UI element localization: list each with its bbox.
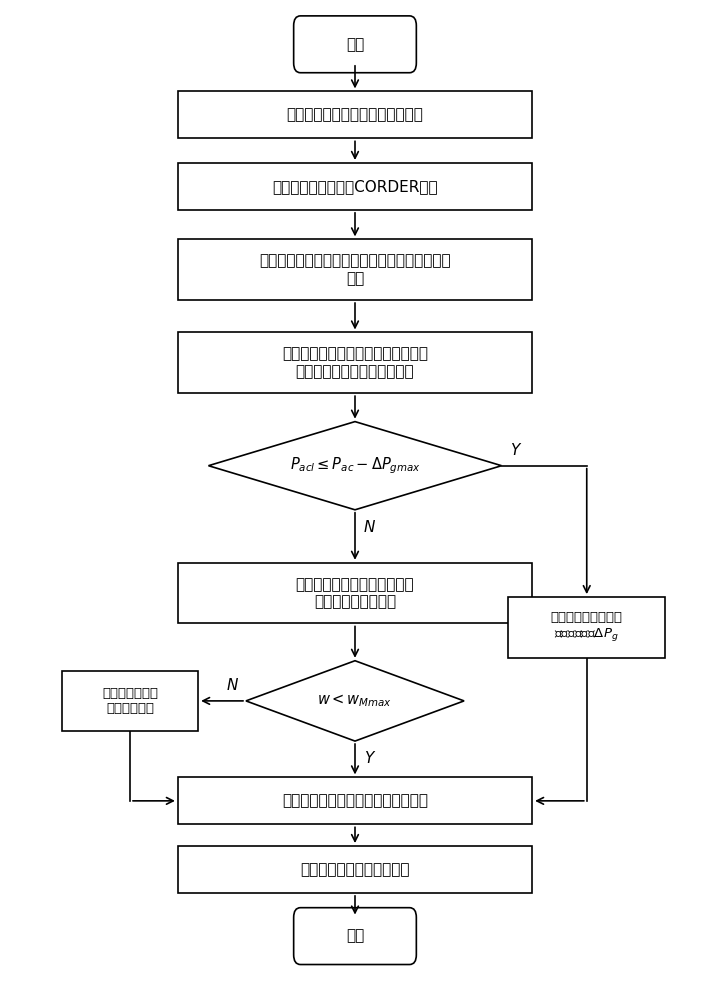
Text: 调节逆变侧电流指令CORDER大小: 调节逆变侧电流指令CORDER大小: [272, 179, 438, 194]
Bar: [178, 239, 532, 300]
Text: Y: Y: [510, 443, 519, 458]
Bar: [178, 846, 532, 893]
Text: Y: Y: [364, 751, 373, 766]
Text: 减小交流传输系统过载危害: 减小交流传输系统过载危害: [300, 862, 410, 877]
FancyBboxPatch shape: [294, 16, 416, 73]
Text: 火电机组调频控制，
减少有功输出$\Delta P_g$: 火电机组调频控制， 减少有功输出$\Delta P_g$: [551, 611, 623, 643]
Bar: [178, 563, 532, 623]
Bar: [178, 163, 532, 210]
Text: N: N: [364, 520, 376, 535]
Bar: [178, 777, 532, 824]
Bar: [178, 91, 532, 138]
Text: $w < w_{Mmax}$: $w < w_{Mmax}$: [317, 693, 393, 709]
Bar: [178, 332, 532, 393]
Text: 检测到直流传输系统发生换相失败: 检测到直流传输系统发生换相失败: [287, 107, 423, 122]
Text: 对交流传输系统进行过载风险判断，
若交流传输系统存在过载风险: 对交流传输系统进行过载风险判断， 若交流传输系统存在过载风险: [282, 347, 428, 379]
Polygon shape: [209, 422, 501, 510]
Text: 火电机组调频控制，风电机组
主动加速降功率控制: 火电机组调频控制，风电机组 主动加速降功率控制: [295, 577, 415, 609]
Polygon shape: [246, 661, 464, 741]
Text: 结束: 结束: [346, 929, 364, 944]
Text: N: N: [226, 678, 238, 693]
Bar: [508, 597, 665, 658]
FancyBboxPatch shape: [294, 908, 416, 965]
Text: 开始: 开始: [346, 37, 364, 52]
Text: $P_{acl} \leq P_{ac} - \Delta P_{gmax}$: $P_{acl} \leq P_{ac} - \Delta P_{gmax}$: [290, 455, 420, 476]
Text: 风电机组桨距角
主动调节控制: 风电机组桨距角 主动调节控制: [102, 687, 158, 715]
Bar: [62, 671, 198, 731]
Text: 降低含高比例风电送端电网有功输出: 降低含高比例风电送端电网有功输出: [282, 793, 428, 808]
Text: 降低直流传输系统有功传输，抑制直流连续换相
失败: 降低直流传输系统有功传输，抑制直流连续换相 失败: [259, 253, 451, 286]
